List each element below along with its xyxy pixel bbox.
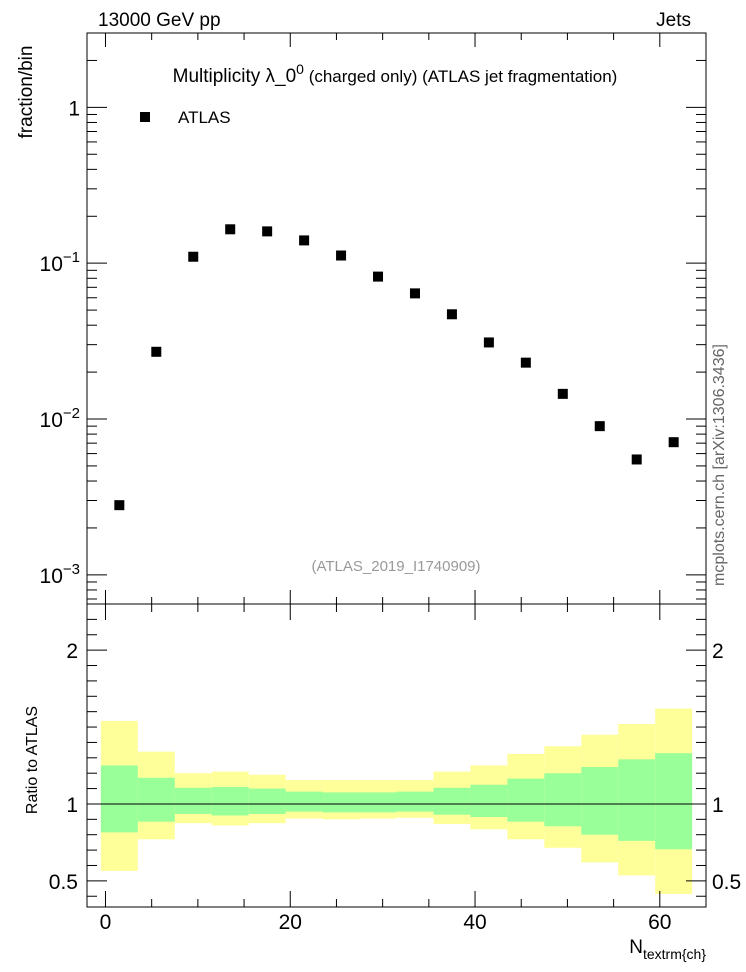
atlas-data-points xyxy=(114,224,679,511)
ratio-y-axis-label: Ratio to ATLAS xyxy=(24,706,41,814)
green-band-bin xyxy=(581,767,619,835)
legend-label-atlas: ATLAS xyxy=(178,108,231,127)
main-panel: Multiplicity λ_00 (charged only) (ATLAS … xyxy=(16,32,707,605)
green-band-bin xyxy=(544,773,582,827)
analysis-reference: (ATLAS_2019_I1740909) xyxy=(311,558,480,575)
ratio-y-tick-label-left: 1 xyxy=(66,794,78,817)
ratio-bands xyxy=(100,708,693,894)
green-band-bin xyxy=(396,791,434,812)
ratio-y-tick-label-right: 2 xyxy=(712,640,724,663)
main-y-tick-label: 10−3 xyxy=(40,561,80,588)
legend-marker-atlas xyxy=(140,112,150,122)
header-category: Jets xyxy=(656,10,691,31)
data-point xyxy=(409,288,420,299)
data-point xyxy=(631,454,642,465)
main-y-tick-label-exponent: −2 xyxy=(63,405,80,422)
green-band-bin xyxy=(137,777,175,822)
data-point xyxy=(668,437,679,448)
green-band-bin xyxy=(285,791,323,812)
green-band-bin xyxy=(248,788,286,814)
green-band-bin xyxy=(470,784,508,818)
main-y-ticks xyxy=(87,32,706,604)
main-y-tick-label-exponent: −3 xyxy=(63,561,80,578)
main-y-tick-labels: 110−110−210−3 xyxy=(40,97,80,587)
data-point xyxy=(520,357,531,368)
data-point xyxy=(151,346,162,357)
main-y-axis-label: fraction/bin xyxy=(16,46,37,139)
side-note: mcplots.cern.ch [arXiv:1306.3436] xyxy=(711,344,728,586)
data-point xyxy=(446,309,457,320)
green-band-bin xyxy=(359,792,397,813)
green-band-bin xyxy=(433,787,471,815)
data-point xyxy=(373,271,384,282)
main-y-tick-label: 10−2 xyxy=(40,405,80,432)
main-y-tick-label-exponent: −1 xyxy=(63,249,80,266)
ratio-x-tick-label: 20 xyxy=(279,911,302,934)
main-y-tick-label-base: 10 xyxy=(40,409,63,432)
chart-title-rest: (charged only) (ATLAS jet fragmentation) xyxy=(304,67,617,86)
ratio-y-tick-label-right: 0.5 xyxy=(712,871,741,894)
ratio-tick-labels: 0.5 0.51 12 20 20 40 60 xyxy=(49,640,741,934)
data-point xyxy=(114,500,125,511)
ratio-y-tick-label-right: 1 xyxy=(712,794,724,817)
chart-title-main: Multiplicity λ_0 xyxy=(173,66,297,87)
main-y-tick-label-base: 10 xyxy=(40,253,63,276)
green-band-bin xyxy=(618,759,656,841)
main-y-tick-label: 1 xyxy=(68,97,80,120)
green-band-bin xyxy=(100,765,138,833)
ratio-x-axis-label: Ntextrm{ch} xyxy=(629,937,706,962)
main-y-tick-label: 10−1 xyxy=(40,249,80,276)
data-point xyxy=(557,388,568,399)
green-band-bin xyxy=(174,787,212,814)
header-energy: 13000 GeV pp xyxy=(98,10,221,31)
ratio-y-tick-label-left: 2 xyxy=(66,640,78,663)
ratio-x-axis-label-sub: textrm{ch} xyxy=(643,946,706,962)
data-point xyxy=(336,250,347,261)
data-point xyxy=(225,224,236,235)
ratio-panel-frame xyxy=(86,603,707,908)
ratio-x-tick-label: 40 xyxy=(463,911,486,934)
green-band-bin xyxy=(211,787,249,816)
ratio-x-tick-label: 0 xyxy=(100,911,112,934)
ratio-panel: 0.5 0.51 12 20 20 40 60 Ratio to ATLAS Ntextrm… xyxy=(24,603,741,962)
green-band-bin xyxy=(655,753,693,850)
ratio-x-tick-label: 60 xyxy=(648,911,671,934)
chart-title-superscript: 0 xyxy=(296,61,304,77)
data-point xyxy=(188,251,199,262)
ratio-ticks xyxy=(87,604,706,907)
data-point xyxy=(262,226,273,237)
ratio-x-axis-label-main: N xyxy=(629,937,643,958)
data-point xyxy=(483,337,494,348)
data-point xyxy=(299,235,310,246)
data-point xyxy=(594,421,605,432)
chart-title: Multiplicity λ_00 (charged only) (ATLAS … xyxy=(173,61,618,87)
green-band-bin xyxy=(322,792,360,813)
ratio-y-tick-label-left: 0.5 xyxy=(49,871,78,894)
green-band-bin xyxy=(507,778,545,822)
main-y-tick-label-base: 10 xyxy=(40,565,63,588)
